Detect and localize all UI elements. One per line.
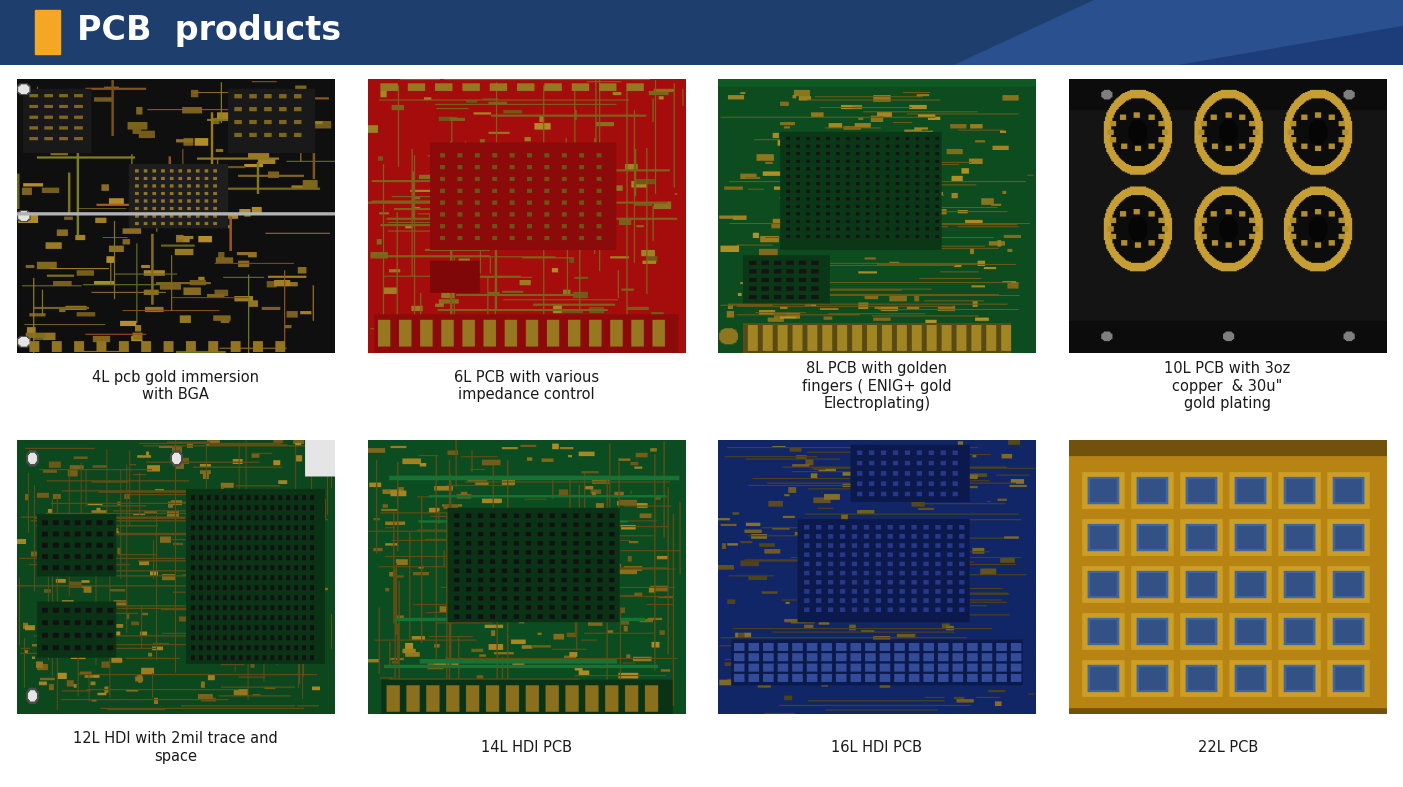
Text: 14L HDI PCB: 14L HDI PCB [481, 740, 571, 755]
Text: 22L PCB: 22L PCB [1198, 740, 1257, 755]
Text: 4L pcb gold immersion
with BGA: 4L pcb gold immersion with BGA [91, 370, 260, 402]
Text: 16L HDI PCB: 16L HDI PCB [832, 740, 922, 755]
Bar [35, 10, 60, 54]
Polygon shape [1179, 26, 1403, 65]
Text: 8L PCB with golden
fingers ( ENIG+ gold
Electroplating): 8L PCB with golden fingers ( ENIG+ gold … [803, 361, 951, 411]
Text: PCB  products: PCB products [77, 14, 341, 47]
Text: 6L PCB with various
impedance control: 6L PCB with various impedance control [453, 370, 599, 402]
Text: 12L HDI with 2mil trace and
space: 12L HDI with 2mil trace and space [73, 731, 278, 763]
Text: 10L PCB with 3oz
copper  & 30u"
gold plating: 10L PCB with 3oz copper & 30u" gold plat… [1164, 361, 1291, 411]
Polygon shape [954, 0, 1403, 65]
